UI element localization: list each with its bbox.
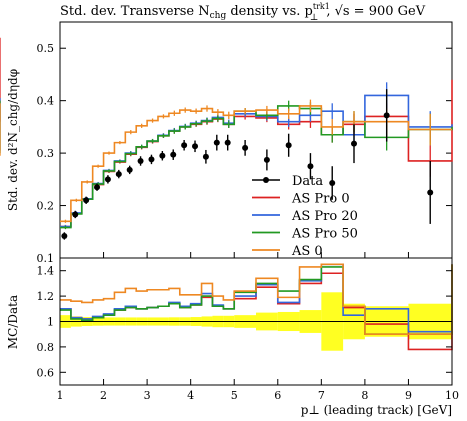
- x-tick-label: 3: [144, 389, 151, 402]
- data-point: [242, 144, 249, 151]
- main-series-group: [0, 37, 453, 230]
- series-as-0-line: [60, 105, 452, 223]
- data-point: [181, 142, 188, 149]
- data-point: [285, 142, 292, 149]
- data-points-group: [61, 89, 434, 240]
- legend-label: AS Pro 0: [291, 192, 350, 207]
- x-tick-label: 9: [405, 389, 412, 402]
- data-point: [213, 139, 220, 146]
- data-point: [351, 140, 357, 147]
- ratio-y-axis: 0.6 0.8 1 1.2 1.4: [37, 265, 452, 379]
- data-point: [94, 184, 101, 191]
- ratio-y-tick-label: 1.4: [37, 265, 55, 278]
- x-axis: 1 2 3 4 5 6 7 8 9 10: [57, 252, 459, 402]
- data-point: [148, 156, 155, 163]
- legend-marker: [263, 177, 269, 183]
- data-point: [115, 171, 122, 178]
- ratio-as-0-line: [60, 263, 453, 335]
- data-point: [329, 180, 336, 187]
- main-y-tick-label: 0.3: [37, 147, 55, 160]
- main-y-tick-label: 0.2: [37, 200, 55, 213]
- title-sub: chg: [210, 11, 227, 21]
- x-tick-label: 10: [445, 389, 459, 402]
- ratio-y-tick-label: 0.6: [37, 366, 55, 379]
- legend-label: AS 0: [291, 244, 323, 259]
- chart-title: Std. dev. Transverse Nchg density vs. pt…: [60, 2, 426, 23]
- legend: Data AS Pro 0 AS Pro 20 AS Pro 50 AS 0: [252, 174, 358, 259]
- main-panel-frame: [59, 21, 453, 259]
- ratio-y-tick-label: 0.8: [37, 341, 55, 354]
- main-y-axis-label: Std. dev. d²N_chg/dηdφ: [6, 69, 20, 211]
- data-point: [202, 153, 209, 160]
- x-tick-label: 6: [274, 389, 281, 402]
- x-tick-label: 5: [231, 389, 238, 402]
- data-point: [104, 176, 111, 183]
- data-point: [263, 156, 270, 163]
- title-mid: density vs. p: [226, 4, 313, 19]
- legend-label: Data: [292, 174, 323, 189]
- main-y-tick-label: 0.5: [37, 42, 55, 55]
- data-point: [383, 112, 390, 119]
- data-point: [192, 143, 199, 150]
- ratio-as-pro-50-line: [60, 264, 453, 335]
- title-sub2: ⊥: [310, 13, 318, 23]
- data-point: [224, 139, 231, 146]
- data-point: [170, 151, 177, 158]
- data-point: [307, 163, 314, 170]
- title-main: Std. dev. Transverse N: [60, 4, 210, 19]
- ratio-y-tick-label: 1.2: [37, 290, 55, 303]
- x-tick-label: 1: [57, 389, 64, 402]
- title-sup: trk1: [313, 2, 330, 11]
- data-point: [61, 232, 68, 239]
- x-tick-label: 4: [187, 389, 194, 402]
- data-point: [159, 152, 166, 159]
- x-tick-label: 7: [318, 389, 325, 402]
- data-point: [427, 189, 434, 196]
- x-tick-label: 2: [100, 389, 107, 402]
- series-as-pro-50-line: [60, 105, 453, 229]
- data-point: [72, 211, 79, 218]
- x-tick-label: 8: [361, 389, 368, 402]
- main-y-tick-label: 0.1: [37, 252, 55, 265]
- data-uncertainty-band: [60, 292, 452, 351]
- main-y-axis: 0.1 0.2 0.3 0.4 0.5: [37, 42, 452, 265]
- x-axis-label: p⊥ (leading track) [GeV]: [301, 403, 452, 417]
- ratio-y-axis-label: MC/Data: [6, 295, 20, 349]
- ratio-y-tick-label: 1: [47, 316, 54, 329]
- data-point: [83, 197, 90, 204]
- legend-label: AS Pro 50: [291, 227, 358, 242]
- main-y-tick-label: 0.4: [37, 95, 55, 108]
- ratio-panel: 0.6 0.8 1 1.2 1.4 1 2 3 4 5 6 7 8 9 10 MC/Data p⊥ (le…: [6, 252, 459, 417]
- series-as-pro-0-line: [60, 79, 453, 228]
- data-point: [126, 166, 133, 173]
- main-panel: 0.1 0.2 0.3 0.4 0.5 Std. dev. d²N_chg/dηdφ D…: [0, 21, 453, 265]
- data-point: [137, 157, 144, 164]
- ratio-series-group: [60, 263, 453, 351]
- title-energy: , √s = 900 GeV: [326, 4, 425, 19]
- legend-label: AS Pro 20: [291, 209, 358, 224]
